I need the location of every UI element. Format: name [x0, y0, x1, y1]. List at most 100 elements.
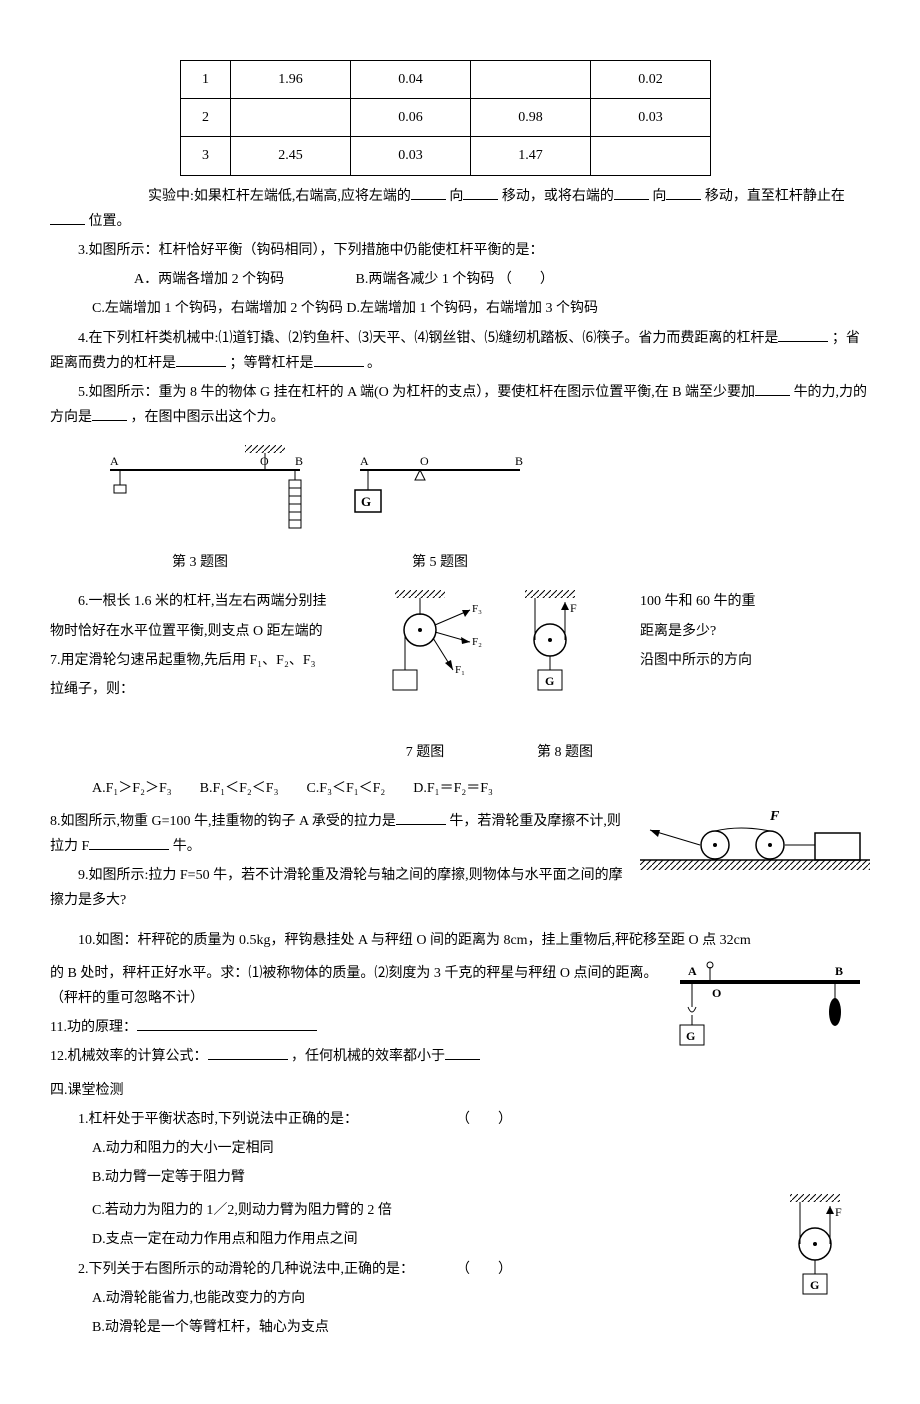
cell: 2 — [181, 99, 231, 137]
svg-text:A: A — [110, 454, 119, 468]
blank — [666, 186, 701, 200]
svg-text:F: F — [769, 809, 780, 824]
t2b: B.动滑轮是一个等臂杠杆，轴心为支点 — [50, 1315, 870, 1340]
blank — [463, 186, 498, 200]
t: ；等臂杠杆是 — [230, 356, 314, 371]
blank — [614, 186, 649, 200]
figure-7: F₃ F₂ F₁ — [375, 590, 485, 710]
blank — [445, 1046, 480, 1060]
q7-r1: 沿图中所示的方向 — [640, 648, 870, 673]
figure-8: F G — [515, 590, 605, 710]
svg-text:A: A — [688, 964, 697, 978]
blank — [208, 1046, 288, 1060]
t: 牛。 — [173, 839, 201, 854]
cell: 1.96 — [231, 61, 351, 99]
q10-l1: 10.如图：杆秤砣的质量为 0.5kg，秤钩悬挂处 A 与秤纽 O 间的距离为 … — [50, 928, 870, 953]
t: 11.功的原理： — [50, 1020, 137, 1035]
cell — [591, 137, 711, 175]
cell: 0.06 — [351, 99, 471, 137]
opt: B.两端各减少 1 个钩码 （ ） — [356, 272, 554, 287]
q7-l2: 拉绳子，则： — [50, 677, 350, 702]
blank — [50, 211, 85, 225]
svg-text:F₁: F₁ — [455, 664, 465, 676]
blank — [755, 382, 790, 396]
cell: 1.47 — [471, 137, 591, 175]
t1a: A.动力和阻力的大小一定相同 — [50, 1136, 870, 1161]
q6-r2: 距离是多少? — [640, 619, 870, 644]
caption-8: 第 8 题图 — [500, 740, 630, 765]
opt: C.左端增加 1 个钩码，右端增加 2 个钩码 — [92, 301, 343, 316]
q3: 3.如图所示：杠杆恰好平衡（钩码相同），下列措施中仍能使杠杆平衡的是： — [50, 238, 870, 263]
cell: 1 — [181, 61, 231, 99]
caption-row-3-5: 第 3 题图 第 5 题图 — [50, 550, 870, 575]
t: ，任何机械的效率都小于 — [291, 1049, 445, 1064]
t: 8.如图所示,物重 G=100 牛,挂重物的钩子 A 承受的拉力是 — [50, 814, 396, 829]
t: 向 — [449, 189, 463, 204]
caption-row-7-8: 7 题图 第 8 题图 — [50, 740, 870, 765]
blank — [778, 328, 828, 342]
t: 4.在下列杠杆类机械中:⑴道钉撬、⑵钓鱼杆、⑶天平、⑷钢丝钳、⑸缝纫机踏板、⑹筷… — [78, 331, 778, 346]
t: 实验中:如果杠杆左端低,右端高,应将左端的 — [148, 189, 411, 204]
figure-row-3-5: A O B A O B G — [90, 445, 870, 545]
cell: 2.45 — [231, 137, 351, 175]
caption-5: 第 5 题图 — [350, 550, 530, 575]
q5: 5.如图所示：重为 8 牛的物体 G 挂在杠杆的 A 端(O 为杠杆的支点），要… — [50, 380, 870, 430]
opt: D.左端增加 1 个钩码，右端增加 3 个钩码 — [346, 301, 598, 316]
q3-opts: A．两端各增加 2 个钩码 B.两端各减少 1 个钩码 （ ） — [50, 267, 870, 292]
svg-text:F₂: F₂ — [472, 636, 482, 648]
blank — [411, 186, 446, 200]
cell — [471, 61, 591, 99]
blank — [137, 1017, 317, 1031]
blank — [92, 407, 127, 421]
q7-options: A.F₁＞F₂＞F₃ B.F₁＜F₂＜F₃ C.F₃＜F₁＜F₂ D.F₁＝F₂… — [50, 776, 870, 801]
svg-text:F: F — [835, 1205, 842, 1219]
q7-l1: 7.用定滑轮匀速吊起重物,先后用 F₁、F₂、F₃ — [50, 648, 350, 673]
svg-text:B: B — [295, 454, 303, 468]
q6-l2: 物时恰好在水平位置平衡,则支点 O 距左端的 — [50, 619, 350, 644]
cell: 0.02 — [591, 61, 711, 99]
data-table: 1 1.96 0.04 0.02 2 0.06 0.98 0.03 3 2.45… — [180, 60, 711, 176]
q6q7-block: 6.一根长 1.6 米的杠杆,当左右两端分别挂 物时恰好在水平位置平衡,则支点 … — [50, 585, 870, 710]
svg-text:B: B — [835, 964, 843, 978]
t: 向 — [652, 189, 666, 204]
t: 移动，直至杠杆静止在 — [705, 189, 845, 204]
t: 位置。 — [89, 214, 131, 229]
svg-text:B: B — [515, 454, 523, 468]
cell: 3 — [181, 137, 231, 175]
figure-9: F — [640, 805, 870, 880]
blank — [176, 353, 226, 367]
q4: 4.在下列杠杆类机械中:⑴道钉撬、⑵钓鱼杆、⑶天平、⑷钢丝钳、⑸缝纫机踏板、⑹筷… — [50, 326, 870, 376]
t: ，在图中图示出这个力。 — [131, 410, 285, 425]
caption-3: 第 3 题图 — [90, 550, 310, 575]
q6-l1: 6.一根长 1.6 米的杠杆,当左右两端分别挂 — [50, 589, 350, 614]
svg-text:O: O — [260, 454, 269, 468]
q3-opts2: C.左端增加 1 个钩码，右端增加 2 个钩码 D.左端增加 1 个钩码，右端增… — [50, 296, 870, 321]
t: 。 — [367, 356, 381, 371]
figure-test2: F G — [780, 1194, 870, 1314]
test-q2: 2.下列关于右图所示的动滑轮的几种说法中,正确的是： （ ） — [50, 1257, 870, 1282]
svg-text:G: G — [810, 1278, 819, 1292]
svg-text:A: A — [360, 454, 369, 468]
cell: 0.04 — [351, 61, 471, 99]
opt: A．两端各增加 2 个钩码 — [92, 267, 352, 292]
blank — [396, 811, 446, 825]
figure-3: A O B — [90, 445, 310, 545]
svg-text:G: G — [686, 1029, 695, 1043]
q6-r1: 100 牛和 60 牛的重 — [640, 589, 870, 614]
svg-text:O: O — [420, 454, 429, 468]
figure-5: A O B G — [350, 445, 530, 545]
test-q1: 1.杠杆处于平衡状态时,下列说法中正确的是： （ ） — [50, 1107, 870, 1132]
svg-text:G: G — [361, 494, 371, 509]
section-4-title: 四.课堂检测 — [50, 1078, 870, 1103]
cell: 0.03 — [591, 99, 711, 137]
t1b: B.动力臂一定等于阻力臂 — [50, 1165, 870, 1190]
cell: 0.03 — [351, 137, 471, 175]
t2a: A.动滑轮能省力,也能改变力的方向 — [50, 1286, 870, 1311]
cell: 0.98 — [471, 99, 591, 137]
blank — [89, 836, 169, 850]
t: 12.机械效率的计算公式： — [50, 1049, 208, 1064]
blank — [314, 353, 364, 367]
cell — [231, 99, 351, 137]
svg-text:G: G — [545, 674, 554, 688]
t1d: D.支点一定在动力作用点和阻力作用点之间 — [50, 1227, 870, 1252]
